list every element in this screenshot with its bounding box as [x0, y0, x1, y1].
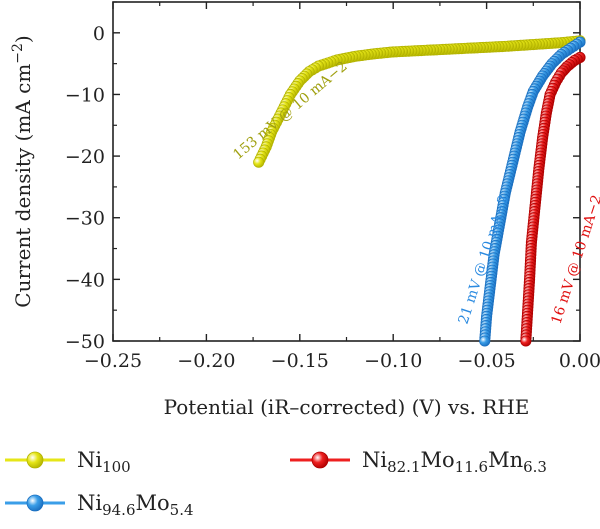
data-point: [253, 156, 265, 168]
legend-marker: [311, 451, 329, 469]
annotation-Ni100: 153 mV @ 10 mA−2: [230, 58, 350, 163]
series-Ni82.1Mo11.6Mn6.3: [520, 51, 586, 347]
y-axis-title: Current density (mA cm−2): [10, 35, 35, 307]
y-tick-label: −50: [65, 331, 105, 353]
legend-item-Ni100: Ni100: [5, 448, 131, 476]
data-point: [479, 335, 491, 347]
y-tick-label: −30: [65, 208, 105, 230]
x-tick-label: −0.25: [84, 350, 142, 372]
x-axis-title: Potential (iR–corrected) (V) vs. RHE: [164, 395, 530, 419]
legend-label: Ni94.6Mo5.4: [77, 491, 194, 519]
x-tick-label: −0.10: [364, 350, 422, 372]
legend-marker: [26, 451, 44, 469]
legend-item-Ni82.1Mo11.6Mn6.3: Ni82.1Mo11.6Mn6.3: [290, 448, 547, 476]
x-tick-label: −0.20: [177, 350, 235, 372]
y-tick-label: −40: [65, 269, 105, 291]
y-tick-label: −10: [65, 84, 105, 106]
x-tick-label: −0.15: [271, 350, 329, 372]
y-tick-label: −20: [65, 146, 105, 168]
legend-item-Ni94.6Mo5.4: Ni94.6Mo5.4: [5, 491, 194, 519]
data-point: [520, 335, 532, 347]
annotation-Ni82.1Mo11.6Mn6.3: 16 mV @ 10 mA−2: [549, 193, 600, 326]
series-Ni94.6Mo5.4: [479, 36, 586, 347]
y-tick-label: 0: [93, 23, 105, 45]
series-Ni100: [253, 35, 586, 168]
x-tick-label: 0.00: [559, 350, 600, 372]
legend-label: Ni82.1Mo11.6Mn6.3: [362, 448, 547, 476]
x-tick-label: −0.05: [457, 350, 515, 372]
legend-label: Ni100: [77, 448, 131, 476]
legend-marker: [26, 494, 44, 512]
